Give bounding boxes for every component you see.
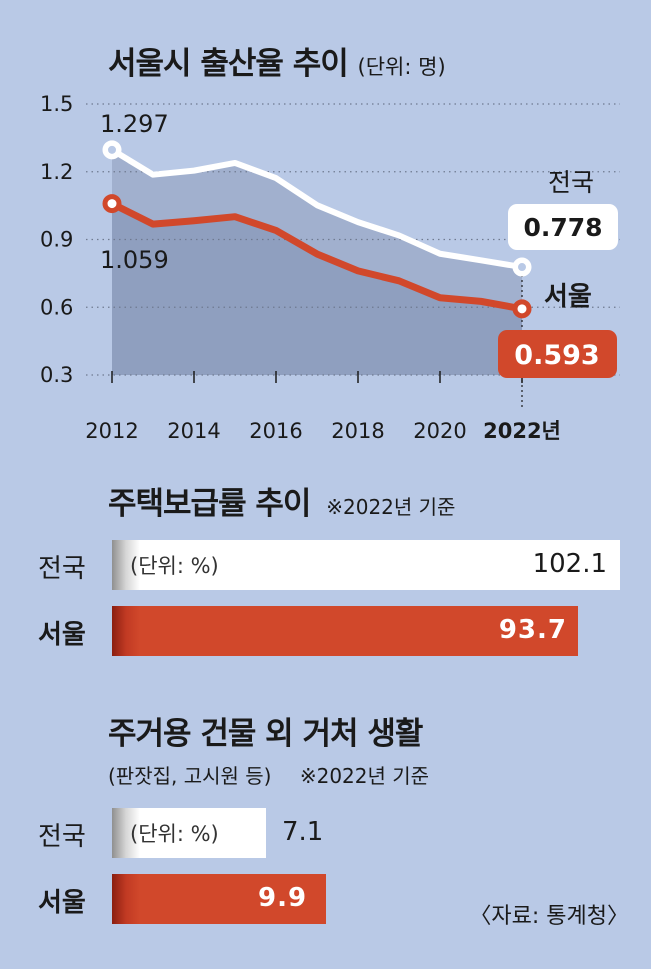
x-tick-label: 2018 (331, 419, 384, 443)
chart3-bar-national (112, 808, 266, 858)
chart1-title: 서울시 출산율 추이 (단위: 명) (108, 38, 446, 83)
y-tick-label: 0.3 (40, 363, 73, 387)
seoul-area (112, 203, 522, 375)
chart3-subtitle-text: (판잣집, 고시원 등) (108, 764, 272, 788)
x-tick-label: 2016 (249, 419, 302, 443)
seoul-line (110, 200, 523, 313)
chart2-value-seoul: 93.7 (498, 615, 567, 645)
seoul-end-point (512, 299, 532, 319)
chart2-note: ※2022년 기준 (326, 495, 456, 519)
national-start-label: 1.297 (100, 110, 169, 138)
y-tick-label: 0.6 (40, 295, 73, 319)
chart2-bar-seoul (112, 606, 578, 656)
chart2-label-seoul: 서울 (38, 620, 86, 650)
chart3-label-seoul: 서울 (38, 888, 86, 918)
chart2-bar-national (112, 540, 620, 590)
chart3-label-national: 전국 (38, 822, 86, 852)
national-end-dot (518, 263, 526, 272)
x-tick-label: 2020 (413, 419, 466, 443)
chart3-subtitle: (판잣집, 고시원 등) ※2022년 기준 (108, 760, 429, 789)
seoul-series-label: 서울 (544, 282, 592, 312)
chart1-title-text: 서울시 출산율 추이 (108, 46, 349, 82)
seoul-start-label: 1.059 (100, 246, 169, 274)
national-start-dot (108, 145, 116, 154)
national-line (110, 147, 523, 271)
chart3-title: 주거용 건물 외 거처 생활 (108, 716, 423, 752)
x-tick-label: 2014 (167, 419, 220, 443)
national-end-value-bg (508, 204, 618, 250)
birth-rate-line-chart: 1.5 1.2 0.9 0.6 0.3 2012 2014 2016 2018 2020 2022년… (40, 92, 620, 443)
seoul-end-value-box: 0.593 (498, 330, 617, 378)
chart2-title: 주택보급률 추이 ※2022년 기준 (108, 478, 455, 523)
chart1-unit: (단위: 명) (357, 55, 446, 79)
x-tick-label: 2012 (85, 419, 138, 443)
chart2-title-text: 주택보급률 추이 (108, 486, 311, 522)
national-series-label: 전국 (548, 168, 594, 197)
y-tick-label: 0.9 (40, 228, 73, 252)
national-end-value: 0.778 (523, 213, 602, 242)
chart2-value-national: 102.1 (532, 549, 607, 579)
y-tick-label: 1.2 (40, 160, 73, 184)
y-tick-label: 1.5 (40, 92, 73, 116)
chart2-unit: (단위: %) (130, 554, 219, 578)
seoul-start-point (102, 194, 122, 214)
chart3-value-seoul: 9.9 (258, 883, 308, 913)
seoul-end-value-bg (498, 330, 617, 378)
chart3-bar-seoul (112, 874, 326, 924)
x-tick-label: 2022년 (483, 419, 561, 443)
chart3-note: ※2022년 기준 (299, 764, 430, 788)
national-end-value-box: 0.778 (508, 204, 618, 250)
source-note: 〈자료: 통계청〉 (469, 904, 629, 929)
chart2-label-national: 전국 (38, 554, 86, 584)
chart3-value-national: 7.1 (282, 817, 324, 847)
seoul-end-value: 0.593 (514, 340, 599, 371)
chart3-unit: (단위: %) (130, 822, 219, 846)
